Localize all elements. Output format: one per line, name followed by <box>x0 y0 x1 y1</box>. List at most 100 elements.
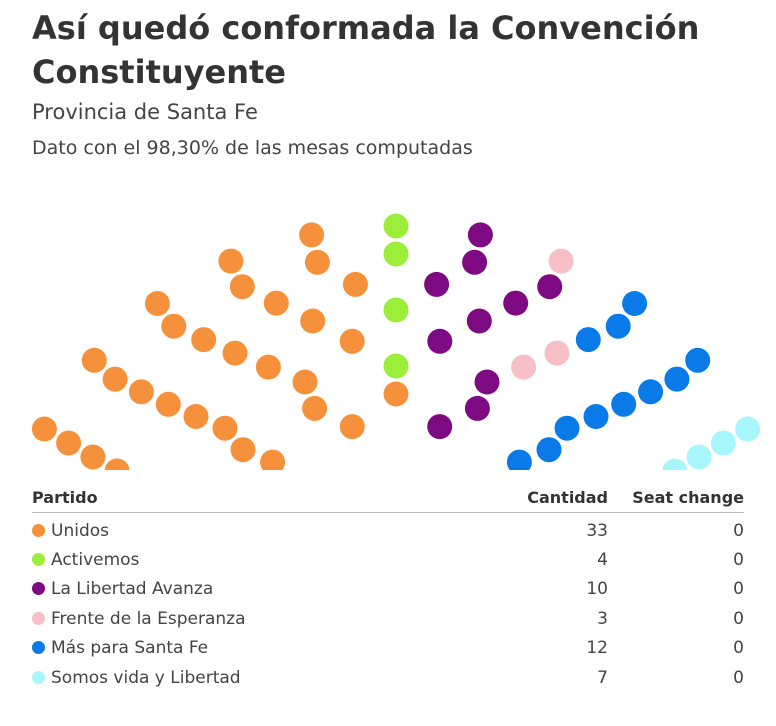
seat-dot <box>427 328 453 354</box>
legend-row: Somos vida y Libertad 7 0 <box>32 663 744 692</box>
seat-dot <box>229 274 255 300</box>
seat-dot <box>554 415 580 441</box>
seat-dot <box>466 308 492 334</box>
seat-dot <box>104 458 130 470</box>
seat-dot <box>383 241 409 267</box>
legend-seat-count: 12 <box>586 638 608 659</box>
seat-dot <box>302 395 328 421</box>
seat-dot <box>685 347 711 373</box>
seat-dot <box>80 444 106 470</box>
seat-dot <box>664 366 690 392</box>
count-header: Cantidad <box>478 482 608 513</box>
seat-dot <box>342 271 368 297</box>
seat-dot <box>255 354 281 380</box>
seat-dot <box>304 249 330 275</box>
legend-header-row: Partido Cantidad Seat change <box>32 482 744 513</box>
legend-row: La Libertad Avanza 10 0 <box>32 575 744 604</box>
legend-row: Activemos 4 0 <box>32 545 744 574</box>
legend-party-cell: La Libertad Avanza <box>32 575 478 604</box>
seat-dot <box>544 340 570 366</box>
seat-dot <box>424 271 450 297</box>
seat-dot <box>260 449 286 470</box>
seat-dot <box>506 449 532 470</box>
legend-party-name: La Libertad Avanza <box>51 579 214 600</box>
legend-party-cell: Somos vida y Libertad <box>32 663 478 692</box>
seat-dot <box>474 369 500 395</box>
seat-dot <box>383 381 409 407</box>
legend-seat-change: 0 <box>733 667 744 688</box>
seat-dot <box>161 313 187 339</box>
legend-row: Más para Santa Fe 12 0 <box>32 634 744 663</box>
legend-row: Unidos 33 0 <box>32 513 744 546</box>
seat-dot <box>212 415 238 441</box>
seat-dot <box>292 369 318 395</box>
seat-dot <box>339 414 365 440</box>
legend-row: Frente de la Esperanza 3 0 <box>32 604 744 633</box>
seat-dot <box>128 379 154 405</box>
seat-dot <box>263 290 289 316</box>
seat-dot <box>710 430 736 456</box>
seat-dot <box>735 416 761 442</box>
seat-dot <box>102 366 128 392</box>
legend-seat-count: 4 <box>597 550 608 571</box>
legend-seat-change: 0 <box>733 608 744 629</box>
legend-swatch <box>32 553 45 567</box>
seat-dot <box>537 274 563 300</box>
legend-seat-change: 0 <box>733 579 744 600</box>
seat-dot <box>31 416 57 442</box>
legend-party-name: Unidos <box>51 520 109 541</box>
chart-subtitle: Provincia de Santa Fe <box>32 100 258 124</box>
seat-dot <box>548 248 574 274</box>
seat-dot <box>605 313 631 339</box>
seat-dot <box>300 308 326 334</box>
legend-swatch <box>32 523 45 537</box>
seat-dot <box>464 395 490 421</box>
legend-seat-count: 10 <box>586 579 608 600</box>
legend-swatch <box>32 582 45 596</box>
chart-title: Así quedó conformada la Convención Const… <box>32 9 700 91</box>
seat-dot <box>183 404 209 429</box>
seat-dot <box>467 222 493 248</box>
seat-dot <box>299 222 325 248</box>
seat-dot <box>638 379 664 405</box>
data-note: Dato con el 98,30% de las mesas computad… <box>32 137 473 159</box>
seat-dot <box>339 328 365 354</box>
seat-dot <box>686 444 712 470</box>
legend-seat-count: 3 <box>597 608 608 629</box>
seat-dot <box>503 290 529 316</box>
party-header: Partido <box>32 482 478 513</box>
legend-party-name: Frente de la Esperanza <box>51 608 246 629</box>
seat-dot <box>383 297 409 323</box>
seat-dot <box>383 213 409 239</box>
parliament-chart <box>31 213 761 470</box>
legend-seat-count: 7 <box>597 667 608 688</box>
seat-dot <box>511 354 537 380</box>
seat-dot <box>427 414 453 440</box>
seat-dot <box>222 340 248 366</box>
legend-party-cell: Frente de la Esperanza <box>32 604 478 633</box>
legend-party-cell: Más para Santa Fe <box>32 634 478 663</box>
legend-seat-change: 0 <box>733 550 744 571</box>
seat-dot <box>155 391 181 417</box>
seat-dot <box>536 437 562 463</box>
legend-body: Unidos 33 0 Activemos 4 0 La Libertad Avanza 10… <box>32 513 744 693</box>
seat-dot <box>383 353 409 379</box>
legend-party-name: Más para Santa Fe <box>51 638 209 659</box>
legend-party-cell: Unidos <box>32 513 478 546</box>
seat-dot <box>575 327 601 353</box>
seat-dot <box>144 291 170 316</box>
legend-party-cell: Activemos <box>32 545 478 574</box>
legend-swatch <box>32 611 45 625</box>
seat-dot <box>191 327 217 353</box>
seat-dot <box>81 347 107 373</box>
seat-dot <box>622 291 648 316</box>
legend-party-name: Somos vida y Libertad <box>51 667 241 688</box>
seat-dot <box>462 249 488 275</box>
legend-seat-change: 0 <box>733 638 744 659</box>
seat-dot <box>230 437 256 463</box>
legend-seat-change: 0 <box>733 520 744 541</box>
legend-seat-count: 33 <box>586 520 608 541</box>
legend-swatch <box>32 641 45 655</box>
legend-swatch <box>32 670 45 684</box>
seat-dot <box>56 430 82 456</box>
